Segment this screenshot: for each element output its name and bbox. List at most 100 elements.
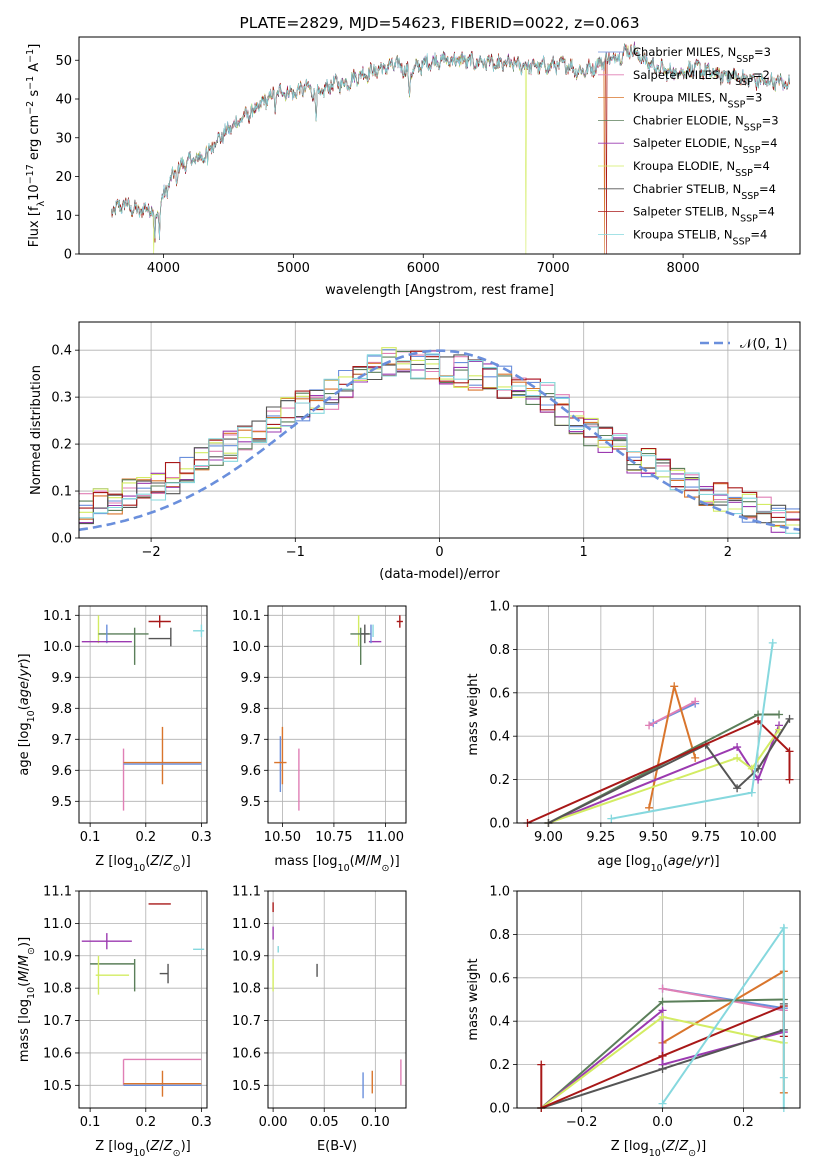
- y-tick-label: 0: [64, 248, 72, 263]
- panel-weight_vs_Z: −0.2 0.0 0.2 0.0 0.2 0.4 0.6 0.8 1.0 Z [log10(Z/Z…: [466, 885, 801, 1159]
- axes-frame: [78, 321, 801, 539]
- legend-label-kroupa_stelib: Kroupa STELIB, NSSP=4: [633, 227, 767, 247]
- y-tick-label: 0.0: [489, 817, 510, 832]
- y-tick-label: 0.2: [489, 1058, 510, 1073]
- panel-weight_vs_age: 9.00 9.25 9.50 9.75 10.00 0.0 0.2 0.4 0.6 0.8 1.0 a…: [466, 600, 801, 874]
- x-tick-label: 0.00: [259, 1115, 288, 1130]
- weight-marker-salpeter_elodie: [733, 743, 742, 752]
- weight-marker-kroupa_elodie: [733, 753, 742, 762]
- x-tick-label: 10.75: [315, 830, 352, 845]
- y-tick-label: 0.8: [489, 928, 510, 943]
- panel-mass_vs_ebv: 0.00 0.05 0.10 10.5 10.6 10.7 10.8 10.9 11.0 11.1: [232, 885, 407, 1130]
- x-tick-label: 0.2: [135, 1115, 156, 1130]
- y-tick-label: 50: [55, 54, 72, 69]
- y-tick-label: 30: [55, 131, 72, 146]
- y-axis-label: mass [log10(M/M⊙)]: [17, 937, 37, 1062]
- y-axis-label: Normed distribution: [29, 365, 44, 495]
- legend-label-salpeter_stelib: Salpeter STELIB, NSSP=4: [633, 205, 775, 225]
- weight-line-kroupa_miles: [661, 969, 785, 1093]
- legend-label-salpeter_elodie: Salpeter ELODIE, NSSP=4: [633, 136, 777, 156]
- x-axis-label: (data-model)/error: [379, 567, 500, 582]
- weight-marker-salpeter_miles: [645, 721, 654, 730]
- legend-label-chabrier_stelib: Chabrier STELIB, NSSP=4: [633, 182, 776, 202]
- weight-marker-chabrier_elodie: [658, 997, 667, 1006]
- x-tick-label: 2: [724, 545, 732, 560]
- x-tick-label: 0.3: [191, 1115, 212, 1130]
- weight-marker-kroupa_miles: [691, 753, 700, 762]
- y-tick-label: 0.3: [51, 391, 72, 406]
- x-tick-label: 0.1: [80, 830, 101, 845]
- y-tick-label: 1.0: [489, 600, 510, 615]
- y-tick-label: 10.0: [43, 640, 72, 655]
- weight-marker-chabrier_stelib: [785, 714, 794, 723]
- y-tick-label: 9.7: [240, 733, 261, 748]
- weight-marker-kroupa_stelib: [607, 814, 616, 823]
- panel-age_vs_Z: 0.1 0.2 0.3 9.5 9.6 9.7 9.8 9.9 10.0 10.1 Z [log10…: [17, 605, 212, 874]
- y-tick-label: 0.8: [489, 643, 510, 658]
- y-axis-label: mass weight: [466, 958, 481, 1040]
- y-tick-label: 0.6: [489, 971, 510, 986]
- weight-marker-salpeter_elodie: [754, 775, 763, 784]
- x-tick-label: −2: [142, 545, 161, 560]
- weight-line-salpeter_stelib: [527, 719, 791, 823]
- x-tick-label: 9.75: [691, 830, 720, 845]
- legend-label-chabrier_elodie: Chabrier ELODIE, NSSP=3: [633, 113, 779, 132]
- y-tick-label: 9.6: [51, 764, 72, 779]
- y-tick-label: 10.9: [232, 949, 261, 964]
- y-axis-label: mass weight: [466, 673, 481, 755]
- weight-marker-kroupa_miles: [645, 803, 654, 812]
- weight-marker-kroupa_stelib: [747, 788, 756, 797]
- y-tick-label: 10.1: [43, 609, 72, 624]
- y-tick-label: 9.5: [240, 795, 261, 810]
- weight-marker-salpeter_miles: [691, 697, 700, 706]
- y-tick-label: 10.8: [43, 982, 72, 997]
- x-axis-label: Z [log10(Z/Z⊙)]: [95, 854, 190, 874]
- y-tick-label: 0.1: [51, 485, 72, 500]
- axes-frame: [78, 605, 208, 824]
- y-tick-label: 0.0: [51, 532, 72, 547]
- weight-line-kroupa_elodie: [548, 729, 780, 823]
- y-tick-label: 0.2: [51, 438, 72, 453]
- y-tick-label: 9.8: [240, 702, 261, 717]
- axes-frame: [78, 36, 801, 255]
- y-tick-label: 10.7: [232, 1014, 261, 1029]
- y-tick-label: 10: [55, 209, 72, 224]
- y-tick-label: 10.0: [232, 640, 261, 655]
- weight-line-salpeter_elodie: [540, 1008, 785, 1108]
- weight-marker-salpeter_stelib: [785, 747, 794, 756]
- weight-marker-kroupa_elodie: [658, 1012, 667, 1021]
- weight-marker-kroupa_stelib: [779, 1073, 788, 1082]
- x-axis-label: Z [log10(Z/Z⊙)]: [611, 1139, 706, 1159]
- y-tick-label: 11.1: [43, 885, 72, 900]
- weight-line-kroupa_stelib: [661, 924, 785, 1108]
- y-tick-label: 20: [55, 170, 72, 185]
- x-tick-label: 11.00: [367, 830, 404, 845]
- y-tick-label: 9.8: [51, 702, 72, 717]
- weight-marker-chabrier_stelib: [733, 784, 742, 793]
- weight-marker-kroupa_stelib: [779, 923, 788, 932]
- y-tick-label: 0.4: [489, 730, 510, 745]
- x-axis-label: age [log10(age/yr)]: [597, 854, 719, 874]
- legend-label-salpeter_miles: Salpeter MILES, NSSP=2: [633, 68, 770, 88]
- y-axis-label: Flux [fλ10−17 erg cm−2 s−1 A−1]: [25, 44, 47, 248]
- y-tick-label: 0.4: [51, 344, 72, 359]
- weight-marker-salpeter_stelib: [754, 717, 763, 726]
- legend-label-kroupa_elodie: Kroupa ELODIE, NSSP=4: [633, 159, 770, 179]
- y-tick-label: 9.6: [240, 764, 261, 779]
- x-tick-label: 8000: [667, 261, 700, 276]
- x-tick-label: 1: [580, 545, 588, 560]
- legend-label-gaussian: 𝒩(0, 1): [740, 337, 787, 352]
- weight-marker-salpeter_stelib: [785, 775, 794, 784]
- x-tick-label: 9.25: [586, 830, 615, 845]
- x-tick-label: 0.0: [652, 1115, 673, 1130]
- x-tick-label: 0.1: [80, 1115, 101, 1130]
- y-axis-label: age [log10(age/yr)]: [17, 653, 37, 775]
- y-tick-label: 10.5: [43, 1079, 72, 1094]
- y-tick-label: 0.0: [489, 1102, 510, 1117]
- weight-marker-kroupa_stelib: [658, 1099, 667, 1108]
- x-tick-label: 7000: [537, 261, 570, 276]
- y-tick-label: 10.6: [43, 1046, 72, 1061]
- x-tick-label: 10.50: [264, 830, 301, 845]
- x-tick-label: 6000: [407, 261, 440, 276]
- y-tick-label: 11.1: [232, 885, 261, 900]
